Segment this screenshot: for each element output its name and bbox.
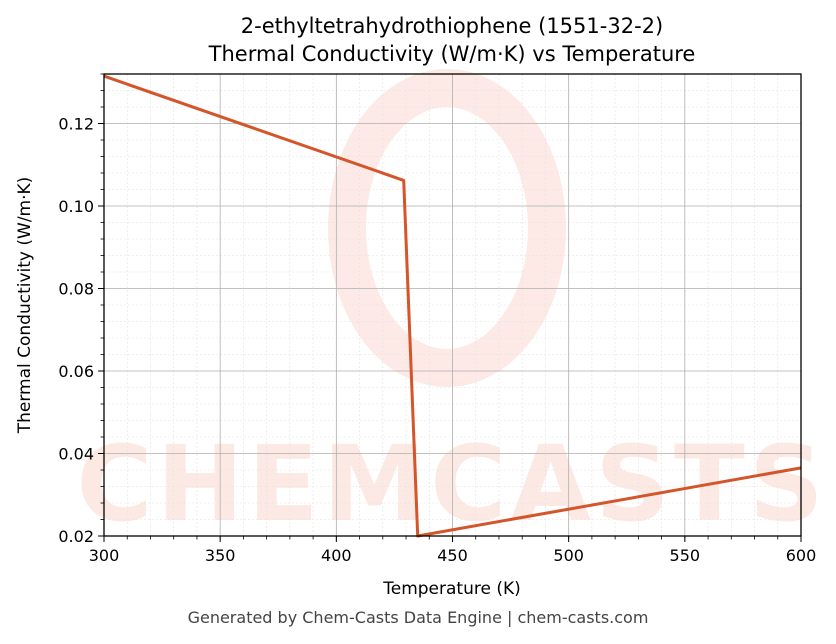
chart-title: 2-ethyltetrahydrothiophene (1551-32-2) (241, 14, 663, 38)
y-axis: 0.02 0.04 0.06 0.08 0.10 0.12 (58, 73, 104, 546)
series-layer (103, 74, 802, 538)
y-tick-label: 0.10 (58, 197, 94, 216)
x-axis: 300 350 400 450 500 550 600 (89, 536, 817, 565)
x-tick-label: 550 (670, 546, 701, 565)
y-tick-label: 0.06 (58, 362, 94, 381)
watermark-text: CHEMCASTS (76, 423, 827, 545)
y-tick-label: 0.12 (58, 115, 94, 134)
y-tick-label: 0.02 (58, 527, 94, 546)
x-tick-label: 600 (786, 546, 817, 565)
footer-credit: Generated by Chem-Casts Data Engine | ch… (187, 608, 649, 627)
x-tick-label: 450 (437, 546, 468, 565)
chart-subtitle: Thermal Conductivity (W/m·K) vs Temperat… (208, 42, 696, 66)
y-axis-label: Thermal Conductivity (W/m·K) (15, 177, 35, 435)
y-tick-label: 0.08 (58, 280, 94, 299)
x-tick-label: 500 (553, 546, 584, 565)
x-tick-label: 400 (321, 546, 352, 565)
y-tick-label: 0.04 (58, 445, 94, 464)
series-line (103, 74, 802, 538)
x-tick-label: 350 (205, 546, 236, 565)
watermark-logo-ring (328, 69, 566, 387)
watermark: CHEMCASTS (76, 69, 827, 545)
x-axis-label: Temperature (K) (382, 579, 521, 599)
grid (103, 73, 802, 537)
x-tick-label: 300 (89, 546, 120, 565)
